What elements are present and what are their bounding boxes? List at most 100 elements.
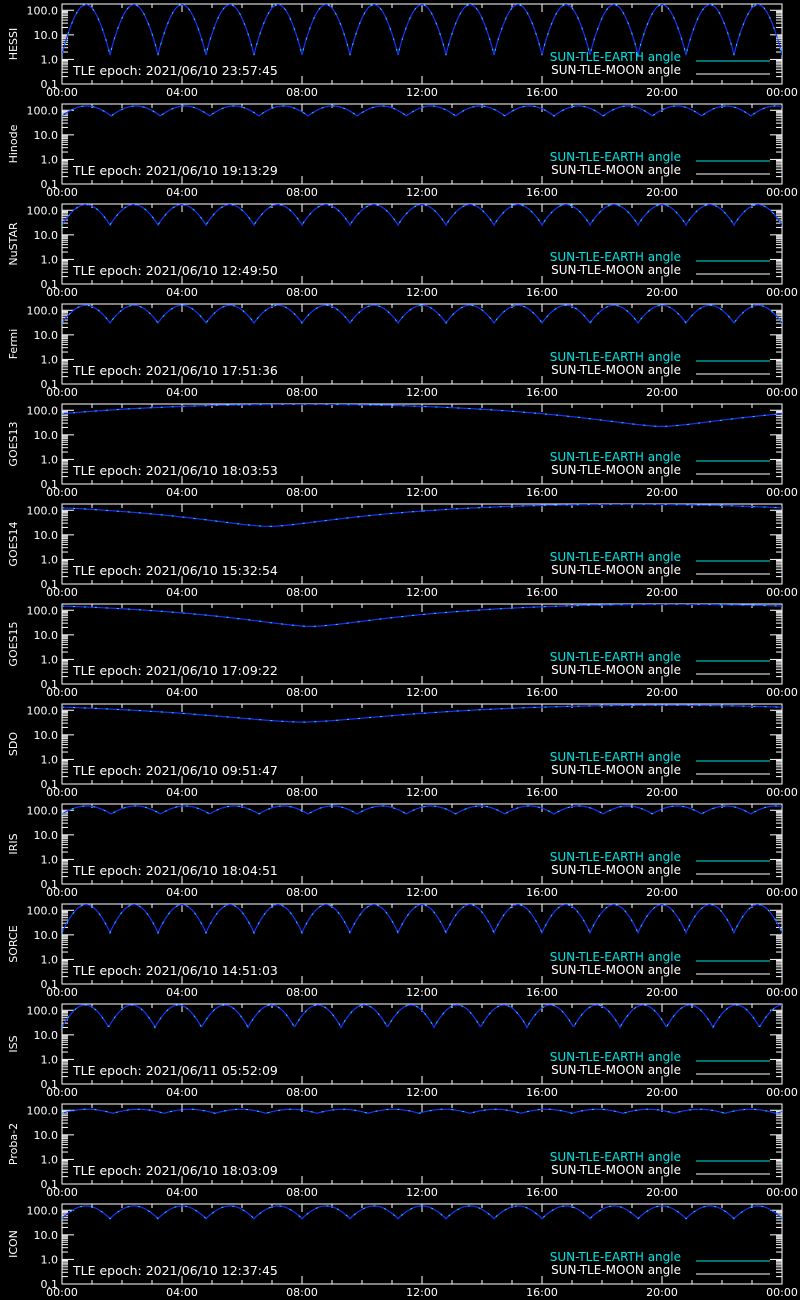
x-tick-label: 00:00	[46, 886, 78, 899]
legend-earth-label: SUN-TLE-EARTH angle	[550, 850, 681, 864]
sun-angle-curve	[62, 404, 782, 427]
y-tick-label: 100.0	[27, 304, 59, 317]
x-tick-label: 16:00	[526, 586, 558, 599]
x-tick-label: 16:00	[526, 1186, 558, 1199]
legend-earth-label: SUN-TLE-EARTH angle	[550, 250, 681, 264]
legend-moon-label: SUN-TLE-MOON angle	[551, 463, 681, 477]
x-tick-label: 12:00	[406, 186, 438, 199]
legend-moon-label: SUN-TLE-MOON angle	[551, 263, 681, 277]
tle-epoch: TLE epoch: 2021/06/10 09:51:47	[72, 763, 278, 778]
y-tick-label: 0.1	[41, 978, 59, 991]
y-tick-label: 1.0	[41, 353, 59, 366]
y-tick-label: 100.0	[27, 904, 59, 917]
tle-epoch: TLE epoch: 2021/06/10 18:03:53	[72, 463, 278, 478]
x-tick-label: 16:00	[526, 686, 558, 699]
y-tick-label: 0.1	[41, 678, 59, 691]
x-tick-label: 00:00	[766, 1086, 798, 1099]
x-tick-label: 12:00	[406, 1186, 438, 1199]
x-tick-label: 04:00	[166, 586, 198, 599]
legend-moon-label: SUN-TLE-MOON angle	[551, 363, 681, 377]
x-tick-label: 20:00	[646, 86, 678, 99]
x-tick-label: 00:00	[46, 586, 78, 599]
x-tick-label: 04:00	[166, 986, 198, 999]
legend-moon-label: SUN-TLE-MOON angle	[551, 163, 681, 177]
x-tick-label: 00:00	[46, 1186, 78, 1199]
earth-angle-trace	[62, 1108, 782, 1114]
y-tick-label: 100.0	[27, 204, 59, 217]
y-tick-label: 1.0	[41, 453, 59, 466]
x-tick-label: 00:00	[46, 786, 78, 799]
sun-angle-curve	[62, 504, 782, 527]
x-tick-label: 08:00	[286, 186, 318, 199]
y-tick-label: 1.0	[41, 553, 59, 566]
x-tick-label: 20:00	[646, 586, 678, 599]
y-tick-label: 100.0	[27, 804, 59, 817]
x-tick-label: 12:00	[406, 1086, 438, 1099]
x-tick-label: 08:00	[286, 986, 318, 999]
x-tick-label: 12:00	[406, 486, 438, 499]
legend-earth-label: SUN-TLE-EARTH angle	[550, 650, 681, 664]
x-tick-label: 08:00	[286, 786, 318, 799]
y-tick-label: 1.0	[41, 1053, 59, 1066]
x-tick-label: 04:00	[166, 286, 198, 299]
legend-earth-label: SUN-TLE-EARTH angle	[550, 450, 681, 464]
y-tick-label: 100.0	[27, 1004, 59, 1017]
x-tick-label: 00:00	[46, 686, 78, 699]
x-tick-label: 16:00	[526, 386, 558, 399]
earth-angle-trace	[62, 1205, 782, 1220]
legend-moon-label: SUN-TLE-MOON angle	[551, 863, 681, 877]
y-tick-label: 0.1	[41, 778, 59, 791]
earth-angle-trace	[62, 1004, 782, 1029]
legend-earth-label: SUN-TLE-EARTH angle	[550, 1050, 681, 1064]
y-tick-label: 0.1	[41, 478, 59, 491]
x-tick-label: 04:00	[166, 786, 198, 799]
x-tick-label: 00:00	[46, 286, 78, 299]
panel-label: Proba-2	[7, 1123, 20, 1165]
x-tick-label: 08:00	[286, 586, 318, 599]
y-tick-label: 100.0	[27, 1104, 59, 1117]
y-tick-label: 1.0	[41, 653, 59, 666]
tle-epoch: TLE epoch: 2021/06/10 19:13:29	[72, 163, 278, 178]
y-tick-label: 1.0	[41, 1253, 59, 1266]
y-tick-label: 0.1	[41, 378, 59, 391]
y-tick-label: 10.0	[34, 829, 59, 842]
legend-earth-label: SUN-TLE-EARTH angle	[550, 350, 681, 364]
panel-label: GOES14	[7, 521, 20, 566]
y-tick-label: 10.0	[34, 729, 59, 742]
y-tick-label: 10.0	[34, 1029, 59, 1042]
legend-earth-label: SUN-TLE-EARTH angle	[550, 1250, 681, 1264]
y-tick-label: 1.0	[41, 853, 59, 866]
y-tick-label: 100.0	[27, 504, 59, 517]
panel-label: SDO	[7, 732, 20, 756]
panel-hinode: 100.010.01.00.100:00 04:00 08:00 12:00 16:00…	[7, 103, 798, 199]
x-tick-label: 20:00	[646, 286, 678, 299]
y-tick-label: 1.0	[41, 1153, 59, 1166]
y-tick-label: 10.0	[34, 1129, 59, 1142]
x-tick-label: 00:00	[766, 986, 798, 999]
y-tick-label: 1.0	[41, 153, 59, 166]
x-tick-label: 08:00	[286, 1186, 318, 1199]
y-tick-label: 10.0	[34, 629, 59, 642]
panel-label: NuSTAR	[7, 222, 20, 266]
legend-moon-label: SUN-TLE-MOON angle	[551, 563, 681, 577]
x-tick-label: 20:00	[646, 186, 678, 199]
earth-angle-trace	[62, 805, 782, 815]
x-tick-label: 04:00	[166, 86, 198, 99]
x-tick-label: 08:00	[286, 886, 318, 899]
panel-label: HESSI	[7, 28, 20, 60]
x-tick-label: 20:00	[646, 786, 678, 799]
panel-iris: 100.010.01.00.100:00 04:00 08:00 12:00 16:00…	[7, 803, 798, 899]
panel-label: Hinode	[7, 124, 20, 163]
y-tick-label: 1.0	[41, 253, 59, 266]
panel-label: GOES15	[7, 621, 20, 666]
tle-epoch: TLE epoch: 2021/06/10 17:51:36	[72, 363, 278, 378]
legend-moon-label: SUN-TLE-MOON angle	[551, 763, 681, 777]
tle-epoch: TLE epoch: 2021/06/10 18:03:09	[72, 1163, 278, 1178]
panel-icon: 100.010.01.00.100:00 04:00 08:00 12:00 16:00…	[7, 1203, 798, 1299]
x-tick-label: 08:00	[286, 386, 318, 399]
y-tick-label: 0.1	[41, 278, 59, 291]
x-tick-label: 16:00	[526, 1086, 558, 1099]
x-tick-label: 00:00	[766, 686, 798, 699]
x-tick-label: 00:00	[766, 886, 798, 899]
